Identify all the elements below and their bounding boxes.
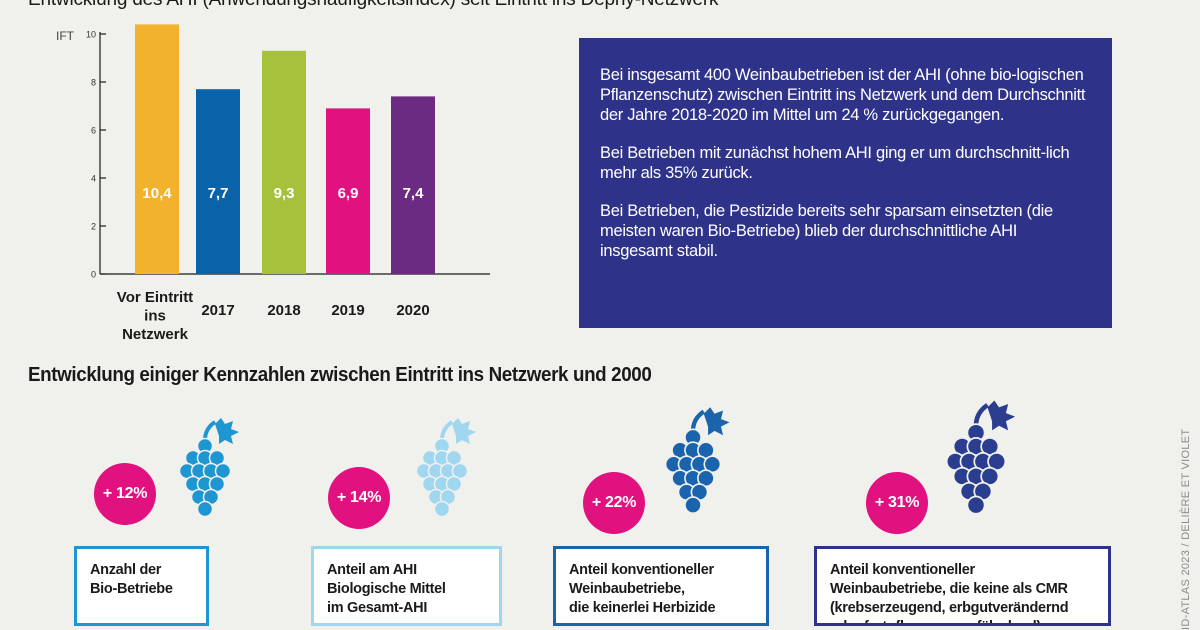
info-paragraph-2: Bei Betrieben mit zunächst hohem AHI gin… [600,144,1070,182]
kpi-badge-herbizide: + 22% [583,472,645,534]
bar-value-label: 7,4 [403,185,425,202]
chart-subtitle: Entwicklung des AHI (Anwendungshäufigkei… [28,0,719,11]
kpi-box-biologische-mittel: Anteil am AHI Biologische Mittel im Gesa… [311,546,502,626]
kpi-text-line: im Gesamt-AHI [327,600,428,616]
info-paragraph-3: Bei Betrieben, die Pestizide bereits seh… [600,202,1053,260]
kpi-badge-cmr: + 31% [866,472,928,534]
bar-2 [196,89,240,274]
kpi-text-line: Anteil konventioneller [830,562,975,578]
credit-line: ID-ATLAS 2023 / DELIÈRE ET VIOLET [1180,428,1192,630]
info-box: Bei insgesamt 400 Weinbaubetrieben ist d… [579,38,1112,328]
grape-icon [945,400,1016,515]
kpi-text-line: Anteil am AHI [327,562,417,578]
kpi-badge-bio-betriebe: + 12% [94,463,156,525]
info-paragraph-1: Bei insgesamt 400 Weinbaubetrieben ist d… [600,66,1086,124]
y-tick-label: 10 [86,30,96,40]
bar-value-label: 6,9 [338,185,359,202]
x-category-label: 2018 [267,302,300,319]
section-heading: Entwicklung einiger Kennzahlen zwischen … [28,364,652,386]
x-category-label: Vor Eintritt [117,289,193,306]
kpi-text-line: Biologische Mittel [327,581,446,597]
kpi-text-line: die keinerlei Herbizide [569,600,716,616]
x-category-label: 2020 [396,302,429,319]
kpi-text-line: Bio-Betriebe [90,581,173,597]
y-tick-label: 4 [91,174,96,184]
bar-value-label: 9,3 [274,185,295,202]
x-category-label: Netzwerk [122,326,189,343]
kpi-text-line: Anteil konventioneller [569,562,714,578]
kpi-text-line: oder fortpflanzungsgefährdend) [830,618,1096,623]
x-category-label: 2017 [201,302,234,319]
y-axis-label: IFT [56,29,75,43]
y-tick-label: 8 [91,78,96,88]
bar-3 [262,50,306,274]
kpi-box-cmr: Anteil konventioneller Weinbaubetriebe, … [814,546,1111,626]
kpi-text-line: Weinbaubetriebe, die keine als CMR [830,581,1068,597]
kpi-box-bio-betriebe: Anzahl der Bio-Betriebe [74,546,209,626]
bar-1 [135,24,179,275]
kpi-text-line: Anzahl der [90,562,162,578]
y-tick-label: 6 [91,126,96,136]
bar-value-label: 7,7 [208,185,229,202]
y-tick-label: 2 [91,222,96,232]
kpi-badge-biologische-mittel: + 14% [328,467,390,529]
kpi-text-line: (krebserzeugend, erbgutverändernd [830,600,1069,616]
x-category-label: ins [144,308,166,325]
grape-icon [415,418,476,518]
x-category-label: 2019 [331,302,364,319]
kpi-box-herbizide: Anteil konventioneller Weinbaubetriebe, … [553,546,769,626]
grape-icon [178,418,239,518]
grape-icon [664,407,730,514]
kpi-text-line: Weinbaubetriebe, [569,581,685,597]
bar-4 [326,108,370,275]
bar-5 [391,96,435,275]
y-tick-label: 0 [91,270,96,280]
bar-value-label: 10,4 [142,185,172,202]
